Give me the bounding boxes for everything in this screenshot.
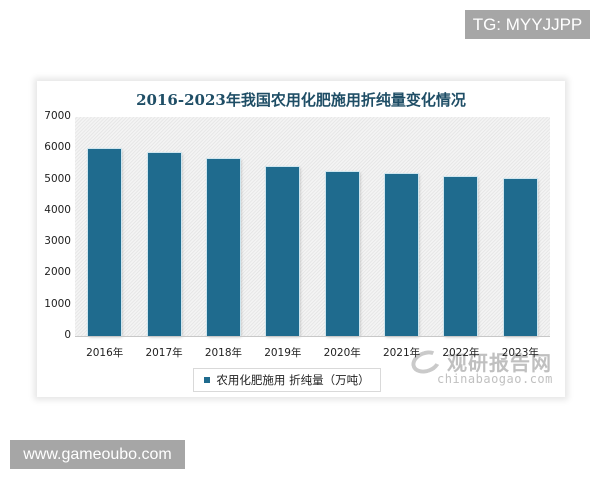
x-tick-label: 2023年: [501, 347, 539, 359]
watermark-en-text: chinabaogao.com: [437, 372, 553, 386]
y-tick-label: 7000: [44, 110, 71, 122]
bar-2016年: [88, 148, 122, 336]
x-tick-label: 2019年: [264, 347, 302, 359]
legend-swatch-icon: [204, 376, 211, 383]
plot-area: [75, 117, 550, 336]
y-tick-label: 2000: [44, 266, 71, 279]
y-tick-label: 1000: [44, 297, 71, 310]
x-tick-label: 2021年: [382, 347, 421, 359]
x-tick-label: 2017年: [145, 347, 183, 359]
bar-2019年: [266, 166, 300, 336]
tg-watermark-label: TG: MYYJJPP: [465, 10, 590, 39]
chart-legend: 农用化肥施用 折纯量（万吨）: [193, 368, 381, 392]
y-tick-label: 6000: [44, 141, 71, 154]
bar-2022年: [444, 177, 478, 336]
x-tick-label: 2022年: [442, 347, 480, 359]
bar-2023年: [503, 178, 537, 336]
chinabaogao-watermark: 观研报告网 chinabaogao.com: [407, 346, 567, 387]
chart-title: 2016-2023年我国农用化肥施用折纯量变化情况: [136, 91, 466, 109]
x-tick-label: 2018年: [204, 347, 243, 359]
bar-2018年: [206, 159, 240, 336]
legend-label: 农用化肥施用 折纯量（万吨）: [216, 373, 370, 387]
bar-2021年: [385, 173, 419, 336]
y-tick-label: 3000: [44, 235, 71, 248]
y-tick-label: 0: [64, 329, 71, 341]
watermark-cn-text: 观研报告网: [447, 351, 552, 375]
site-watermark-label: www.gameoubo.com: [10, 440, 185, 469]
x-tick-label: 2016年: [86, 347, 124, 359]
bar-2020年: [325, 171, 359, 336]
y-tick-label: 4000: [44, 203, 71, 216]
x-tick-label: 2020年: [323, 347, 361, 359]
y-tick-label: 5000: [44, 172, 71, 185]
chart-card: 2016-2023年我国农用化肥施用折纯量变化情况 观研报告网 chinabao…: [37, 81, 565, 397]
bar-2017年: [147, 152, 181, 336]
x-axis-line: [75, 336, 550, 337]
